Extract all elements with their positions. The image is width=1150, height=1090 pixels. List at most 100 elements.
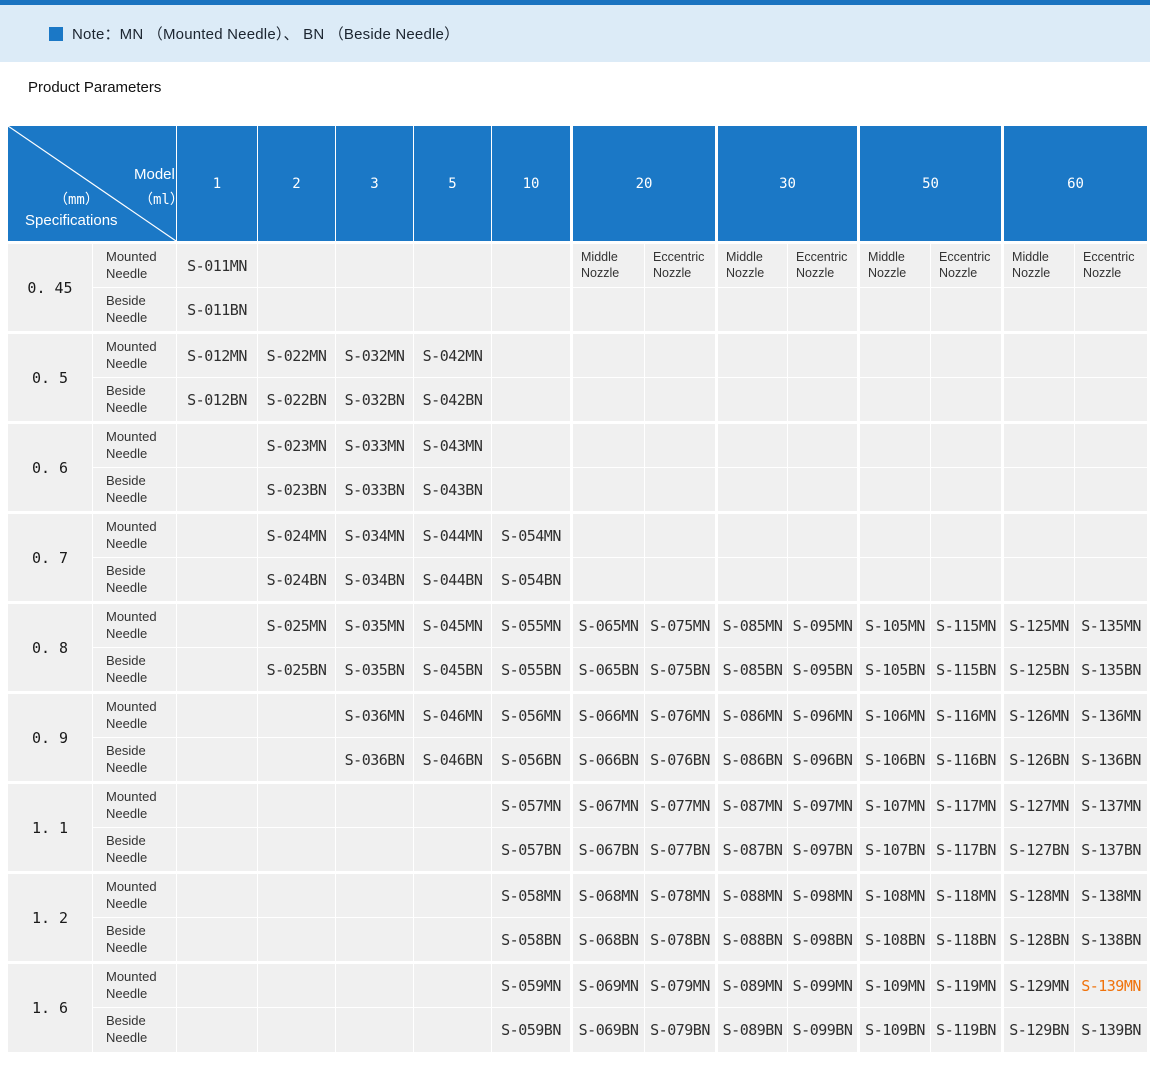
- model-code-cell: S-098MN: [788, 873, 859, 918]
- empty-cell: [258, 783, 336, 828]
- nozzle-sublabel-cell: Middle Nozzle: [859, 243, 931, 288]
- model-column-header: 20: [572, 126, 717, 243]
- empty-cell: [717, 558, 788, 603]
- empty-cell: [258, 288, 336, 333]
- empty-cell: [177, 603, 258, 648]
- model-code-cell: S-129MN: [1003, 963, 1075, 1008]
- model-code-cell: S-087BN: [717, 828, 788, 873]
- model-code-cell: S-012BN: [177, 378, 258, 423]
- empty-cell: [177, 918, 258, 963]
- model-code-cell: S-044MN: [414, 513, 492, 558]
- model-code-cell: S-043BN: [414, 468, 492, 513]
- empty-cell: [177, 513, 258, 558]
- spec-row-mounted: 1. 1Mounted NeedleS-057MNS-067MNS-077MNS…: [8, 783, 1148, 828]
- empty-cell: [717, 513, 788, 558]
- empty-cell: [788, 423, 859, 468]
- model-code-cell: S-077BN: [645, 828, 717, 873]
- mounted-needle-label-cell: Mounted Needle: [93, 783, 177, 828]
- mounted-needle-label-cell: Mounted Needle: [93, 243, 177, 288]
- model-code-cell: S-109MN: [859, 963, 931, 1008]
- model-code-cell: S-057BN: [492, 828, 572, 873]
- model-code-cell: S-109BN: [859, 1008, 931, 1053]
- model-code-cell: S-127MN: [1003, 783, 1075, 828]
- empty-cell: [336, 963, 414, 1008]
- model-code-cell: S-058MN: [492, 873, 572, 918]
- model-code-cell: S-136BN: [1075, 738, 1148, 783]
- empty-cell: [177, 783, 258, 828]
- empty-cell: [177, 738, 258, 783]
- nozzle-sublabel-cell: Middle Nozzle: [1003, 243, 1075, 288]
- empty-cell: [258, 738, 336, 783]
- corner-model-label: Model: [134, 166, 175, 183]
- empty-cell: [492, 378, 572, 423]
- empty-cell: [336, 783, 414, 828]
- model-code-cell: S-116MN: [931, 693, 1003, 738]
- model-code-cell: S-088BN: [717, 918, 788, 963]
- spec-row-mounted: 1. 2Mounted NeedleS-058MNS-068MNS-078MNS…: [8, 873, 1148, 918]
- spec-row-mounted: 0. 8Mounted NeedleS-025MNS-035MNS-045MNS…: [8, 603, 1148, 648]
- empty-cell: [492, 468, 572, 513]
- empty-cell: [492, 333, 572, 378]
- model-code-cell: S-022BN: [258, 378, 336, 423]
- spec-row-mounted: 0. 7Mounted NeedleS-024MNS-034MNS-044MNS…: [8, 513, 1148, 558]
- model-code-cell: S-055MN: [492, 603, 572, 648]
- empty-cell: [177, 1008, 258, 1053]
- model-code-cell: S-097MN: [788, 783, 859, 828]
- empty-cell: [645, 558, 717, 603]
- model-code-cell: S-024MN: [258, 513, 336, 558]
- model-code-cell: S-034MN: [336, 513, 414, 558]
- empty-cell: [645, 468, 717, 513]
- beside-needle-label-cell: Beside Needle: [93, 918, 177, 963]
- empty-cell: [414, 918, 492, 963]
- empty-cell: [717, 288, 788, 333]
- mounted-needle-label-cell: Mounted Needle: [93, 963, 177, 1008]
- empty-cell: [1075, 423, 1148, 468]
- model-code-cell: S-035BN: [336, 648, 414, 693]
- empty-cell: [859, 423, 931, 468]
- spec-cell: 0. 45: [8, 243, 93, 333]
- empty-cell: [859, 558, 931, 603]
- empty-cell: [258, 243, 336, 288]
- empty-cell: [177, 693, 258, 738]
- empty-cell: [717, 468, 788, 513]
- empty-cell: [572, 468, 645, 513]
- empty-cell: [414, 243, 492, 288]
- model-code-cell: S-078MN: [645, 873, 717, 918]
- empty-cell: [177, 468, 258, 513]
- table-header-row: Model （ml） （mm） Specifications 1 2 3 5 1…: [8, 126, 1148, 243]
- empty-cell: [645, 288, 717, 333]
- model-code-cell: S-042MN: [414, 333, 492, 378]
- mounted-needle-label-cell: Mounted Needle: [93, 423, 177, 468]
- model-code-cell: S-036BN: [336, 738, 414, 783]
- nozzle-sublabel-cell: Eccentric Nozzle: [1075, 243, 1148, 288]
- model-code-cell: S-108BN: [859, 918, 931, 963]
- empty-cell: [931, 468, 1003, 513]
- empty-cell: [177, 558, 258, 603]
- model-code-cell: S-118BN: [931, 918, 1003, 963]
- empty-cell: [1075, 333, 1148, 378]
- model-code-cell: S-095MN: [788, 603, 859, 648]
- empty-cell: [336, 1008, 414, 1053]
- empty-cell: [336, 243, 414, 288]
- note-text: Note：MN （Mounted Needle）、 BN （Beside Nee…: [72, 23, 459, 44]
- model-code-cell: S-136MN: [1075, 693, 1148, 738]
- nozzle-sublabel-cell: Middle Nozzle: [572, 243, 645, 288]
- empty-cell: [1075, 288, 1148, 333]
- model-code-cell: S-097BN: [788, 828, 859, 873]
- model-code-cell: S-065BN: [572, 648, 645, 693]
- model-code-cell: S-043MN: [414, 423, 492, 468]
- nozzle-sublabel-cell: Middle Nozzle: [717, 243, 788, 288]
- empty-cell: [258, 828, 336, 873]
- spec-row-beside: Beside NeedleS-011BN: [8, 288, 1148, 333]
- empty-cell: [1003, 288, 1075, 333]
- empty-cell: [931, 378, 1003, 423]
- empty-cell: [258, 693, 336, 738]
- empty-cell: [645, 333, 717, 378]
- empty-cell: [336, 918, 414, 963]
- empty-cell: [336, 288, 414, 333]
- model-code-cell: S-096BN: [788, 738, 859, 783]
- spec-row-beside: Beside NeedleS-057BNS-067BNS-077BNS-087B…: [8, 828, 1148, 873]
- empty-cell: [572, 423, 645, 468]
- model-code-cell: S-075MN: [645, 603, 717, 648]
- spec-row-mounted: 0. 9Mounted NeedleS-036MNS-046MNS-056MNS…: [8, 693, 1148, 738]
